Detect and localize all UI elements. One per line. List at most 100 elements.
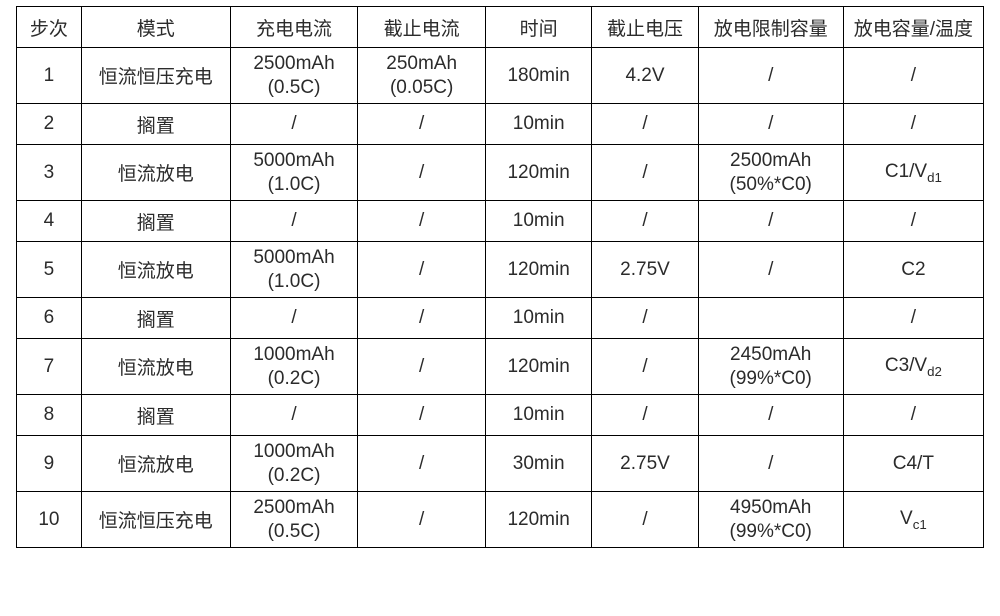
table-row: 10恒流恒压充电2500mAh(0.5C)/120min/4950mAh(99%… bbox=[17, 492, 984, 548]
table-cell: 4 bbox=[17, 201, 82, 242]
table-cell: 10min bbox=[485, 298, 591, 339]
table-cell: 2.75V bbox=[592, 436, 698, 492]
col-header-6: 放电限制容量 bbox=[698, 7, 843, 48]
table-row: 6搁置//10min// bbox=[17, 298, 984, 339]
col-header-4: 时间 bbox=[485, 7, 591, 48]
table-cell: C1/Vd1 bbox=[843, 145, 983, 201]
table-cell: / bbox=[592, 201, 698, 242]
table-cell: 5000mAh(1.0C) bbox=[230, 145, 358, 201]
table-cell: / bbox=[230, 201, 358, 242]
table-cell: / bbox=[592, 104, 698, 145]
table-row: 1恒流恒压充电2500mAh(0.5C)250mAh(0.05C)180min4… bbox=[17, 48, 984, 104]
col-header-1: 模式 bbox=[81, 7, 230, 48]
table-row: 7恒流放电1000mAh(0.2C)/120min/2450mAh(99%*C0… bbox=[17, 339, 984, 395]
table-cell: 恒流放电 bbox=[81, 242, 230, 298]
table-cell: / bbox=[698, 104, 843, 145]
table-header-row: 步次模式充电电流截止电流时间截止电压放电限制容量放电容量/温度 bbox=[17, 7, 984, 48]
table-cell: 10min bbox=[485, 201, 591, 242]
table-cell: C2 bbox=[843, 242, 983, 298]
col-header-2: 充电电流 bbox=[230, 7, 358, 48]
table-cell: / bbox=[698, 436, 843, 492]
table-cell: 2 bbox=[17, 104, 82, 145]
table-row: 8搁置//10min/// bbox=[17, 395, 984, 436]
table-cell: / bbox=[843, 104, 983, 145]
col-header-5: 截止电压 bbox=[592, 7, 698, 48]
table-cell: / bbox=[358, 145, 486, 201]
table-cell: / bbox=[698, 395, 843, 436]
table-cell: 120min bbox=[485, 492, 591, 548]
table-cell: 10 bbox=[17, 492, 82, 548]
table-cell: 恒流恒压充电 bbox=[81, 492, 230, 548]
table-cell: 5 bbox=[17, 242, 82, 298]
table-row: 2搁置//10min/// bbox=[17, 104, 984, 145]
table-cell: 2500mAh(0.5C) bbox=[230, 48, 358, 104]
table-cell: / bbox=[358, 436, 486, 492]
table-cell: 4950mAh(99%*C0) bbox=[698, 492, 843, 548]
table-row: 3恒流放电5000mAh(1.0C)/120min/2500mAh(50%*C0… bbox=[17, 145, 984, 201]
table-cell: / bbox=[698, 242, 843, 298]
table-cell: 恒流放电 bbox=[81, 339, 230, 395]
table-cell: 3 bbox=[17, 145, 82, 201]
battery-test-steps-table: 步次模式充电电流截止电流时间截止电压放电限制容量放电容量/温度 1恒流恒压充电2… bbox=[16, 6, 984, 548]
table-cell: / bbox=[592, 339, 698, 395]
table-cell: 120min bbox=[485, 145, 591, 201]
table-cell: / bbox=[592, 145, 698, 201]
table-row: 9恒流放电1000mAh(0.2C)/30min2.75V/C4/T bbox=[17, 436, 984, 492]
table-cell: 2450mAh(99%*C0) bbox=[698, 339, 843, 395]
table-cell: 10min bbox=[485, 104, 591, 145]
table-cell: / bbox=[843, 298, 983, 339]
table-cell: 7 bbox=[17, 339, 82, 395]
table-cell bbox=[698, 298, 843, 339]
table-cell: 2500mAh(50%*C0) bbox=[698, 145, 843, 201]
table-cell: / bbox=[358, 339, 486, 395]
table-cell: C3/Vd2 bbox=[843, 339, 983, 395]
table-row: 4搁置//10min/// bbox=[17, 201, 984, 242]
table-cell: / bbox=[843, 48, 983, 104]
table-cell: / bbox=[230, 395, 358, 436]
table-cell: 搁置 bbox=[81, 395, 230, 436]
table-cell: 4.2V bbox=[592, 48, 698, 104]
table-cell: / bbox=[843, 201, 983, 242]
table-cell: 恒流恒压充电 bbox=[81, 48, 230, 104]
table-cell: 2500mAh(0.5C) bbox=[230, 492, 358, 548]
table-cell: 6 bbox=[17, 298, 82, 339]
table-cell: / bbox=[358, 242, 486, 298]
table-cell: 30min bbox=[485, 436, 591, 492]
table-cell: / bbox=[592, 298, 698, 339]
table-cell: 250mAh(0.05C) bbox=[358, 48, 486, 104]
table-row: 5恒流放电5000mAh(1.0C)/120min2.75V/C2 bbox=[17, 242, 984, 298]
table-cell: / bbox=[230, 298, 358, 339]
table-cell: 1000mAh(0.2C) bbox=[230, 339, 358, 395]
table-cell: 搁置 bbox=[81, 201, 230, 242]
col-header-7: 放电容量/温度 bbox=[843, 7, 983, 48]
table-cell: C4/T bbox=[843, 436, 983, 492]
table-cell: 5000mAh(1.0C) bbox=[230, 242, 358, 298]
table-cell: 120min bbox=[485, 339, 591, 395]
table-cell: 9 bbox=[17, 436, 82, 492]
table-cell: / bbox=[592, 492, 698, 548]
table-cell: / bbox=[698, 48, 843, 104]
table-cell: / bbox=[230, 104, 358, 145]
table-cell: / bbox=[698, 201, 843, 242]
table-cell: / bbox=[358, 298, 486, 339]
table-cell: 1 bbox=[17, 48, 82, 104]
col-header-0: 步次 bbox=[17, 7, 82, 48]
table-cell: 1000mAh(0.2C) bbox=[230, 436, 358, 492]
table-cell: / bbox=[843, 395, 983, 436]
table-cell: 搁置 bbox=[81, 298, 230, 339]
table-cell: 10min bbox=[485, 395, 591, 436]
table-cell: 120min bbox=[485, 242, 591, 298]
table-cell: / bbox=[358, 395, 486, 436]
table-cell: / bbox=[358, 492, 486, 548]
table-cell: 8 bbox=[17, 395, 82, 436]
table-cell: 180min bbox=[485, 48, 591, 104]
table-cell: 恒流放电 bbox=[81, 145, 230, 201]
table-cell: 搁置 bbox=[81, 104, 230, 145]
col-header-3: 截止电流 bbox=[358, 7, 486, 48]
table-cell: 2.75V bbox=[592, 242, 698, 298]
table-cell: Vc1 bbox=[843, 492, 983, 548]
table-cell: / bbox=[358, 201, 486, 242]
table-cell: / bbox=[592, 395, 698, 436]
table-cell: / bbox=[358, 104, 486, 145]
table-cell: 恒流放电 bbox=[81, 436, 230, 492]
